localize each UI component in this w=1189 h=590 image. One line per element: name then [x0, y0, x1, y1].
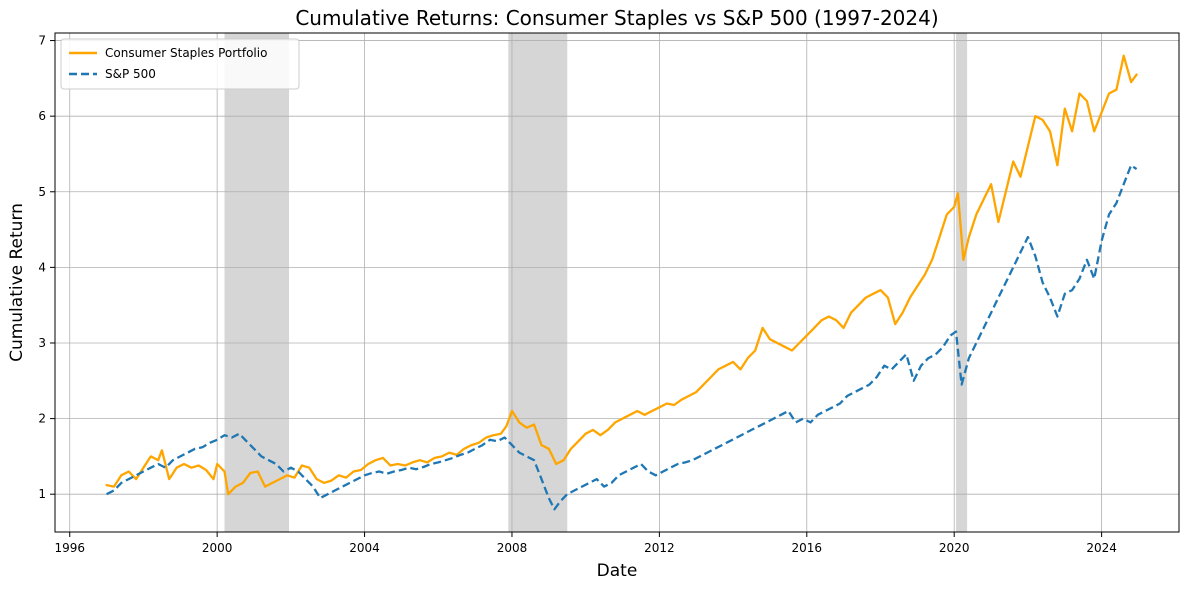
series-layer — [105, 54, 1138, 511]
y-tick-label: 2 — [38, 412, 46, 426]
x-tick-label: 2000 — [202, 541, 233, 555]
y-tick-label: 6 — [38, 109, 46, 123]
series-line-sp500 — [106, 164, 1138, 511]
recession-band-1 — [508, 33, 568, 532]
y-tick-label: 5 — [38, 185, 46, 199]
y-tick-label: 1 — [38, 487, 46, 501]
legend: Consumer Staples Portfolio S&P 500 — [60, 38, 300, 90]
series-line-consumer-staples — [105, 54, 1138, 496]
x-tick-label: 2004 — [349, 541, 380, 555]
recession-band-0 — [224, 33, 290, 532]
x-axis-title: Date — [597, 561, 638, 581]
y-tick-label: 3 — [38, 336, 46, 350]
x-tick-label: 2008 — [497, 541, 528, 555]
grid-layer — [55, 33, 1179, 532]
y-tick-label: 4 — [38, 260, 46, 274]
y-axis-title: Cumulative Return — [7, 203, 27, 362]
legend-box — [60, 38, 300, 90]
x-tick-label: 2012 — [644, 541, 675, 555]
y-tick-label: 7 — [38, 34, 46, 48]
plot-frame — [54, 32, 1180, 533]
x-axis-ticks: 1996 2000 2004 2008 2012 2016 2020 2024 — [54, 532, 1117, 555]
legend-label-sp500: S&P 500 — [105, 67, 156, 81]
x-tick-label: 2024 — [1086, 541, 1117, 555]
legend-label-consumer-staples: Consumer Staples Portfolio — [105, 46, 267, 60]
chart-title: Cumulative Returns: Consumer Staples vs … — [295, 6, 938, 30]
x-tick-label: 2020 — [939, 541, 970, 555]
recession-shading-layer — [224, 33, 968, 532]
x-tick-label: 1996 — [54, 541, 85, 555]
recession-band-2 — [956, 33, 968, 532]
y-axis-ticks: 1 2 3 4 5 6 7 — [38, 34, 55, 501]
x-tick-label: 2016 — [792, 541, 823, 555]
